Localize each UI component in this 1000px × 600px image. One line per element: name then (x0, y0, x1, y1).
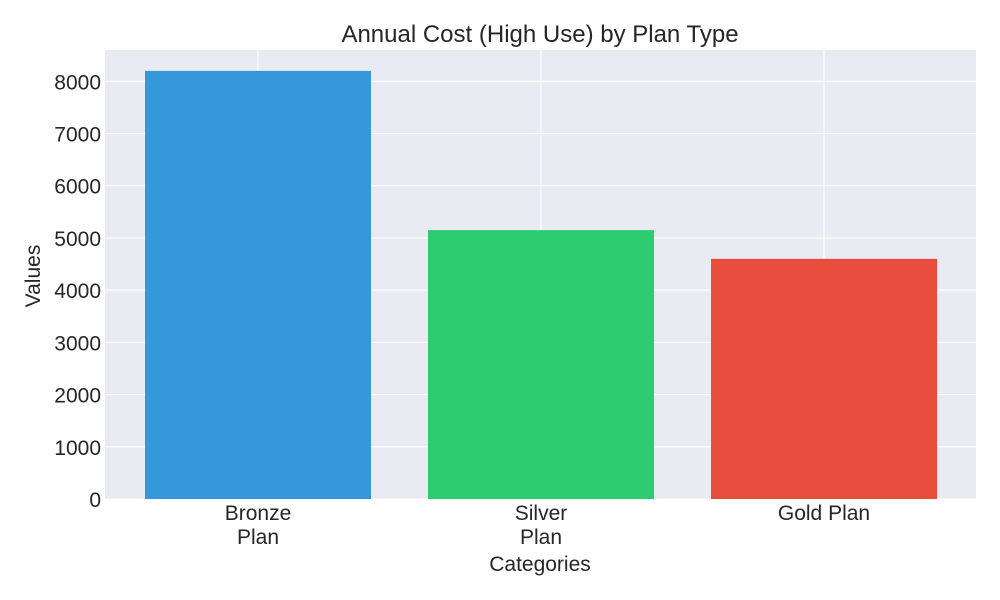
bar-0 (145, 70, 371, 499)
x-tick-label: Gold Plan (778, 502, 870, 525)
bars (145, 70, 937, 500)
x-tick-label-line: Silver (515, 502, 568, 525)
y-tick-label: 3000 (54, 332, 101, 355)
x-axis-label: Categories (489, 553, 591, 576)
x-tick-label: Silver Plan (515, 502, 568, 549)
y-tick-label: 5000 (54, 228, 101, 251)
y-axis-label: Values (22, 245, 45, 308)
y-tick-label: 6000 (54, 176, 101, 199)
y-tick-label: 0 (89, 489, 101, 512)
y-tick-label: 8000 (54, 71, 101, 94)
y-tick-label: 1000 (54, 437, 101, 460)
x-tick-label: Bronze Plan (225, 502, 292, 549)
y-tick-label: 7000 (54, 124, 101, 147)
y-tick-label: 4000 (54, 280, 101, 303)
x-tick-label-line: Plan (237, 526, 279, 549)
bar-1 (428, 230, 654, 500)
chart-title: Annual Cost (High Use) by Plan Type (341, 21, 738, 48)
x-tick-label-line: Bronze (225, 502, 292, 525)
bar-2 (711, 258, 937, 499)
x-tick-label-line: Plan (520, 526, 562, 549)
y-tick-labels: 0 1000 2000 3000 4000 5000 6000 7000 8000 (54, 71, 101, 512)
y-tick-label: 2000 (54, 385, 101, 408)
x-tick-label-line: Gold Plan (778, 502, 870, 525)
